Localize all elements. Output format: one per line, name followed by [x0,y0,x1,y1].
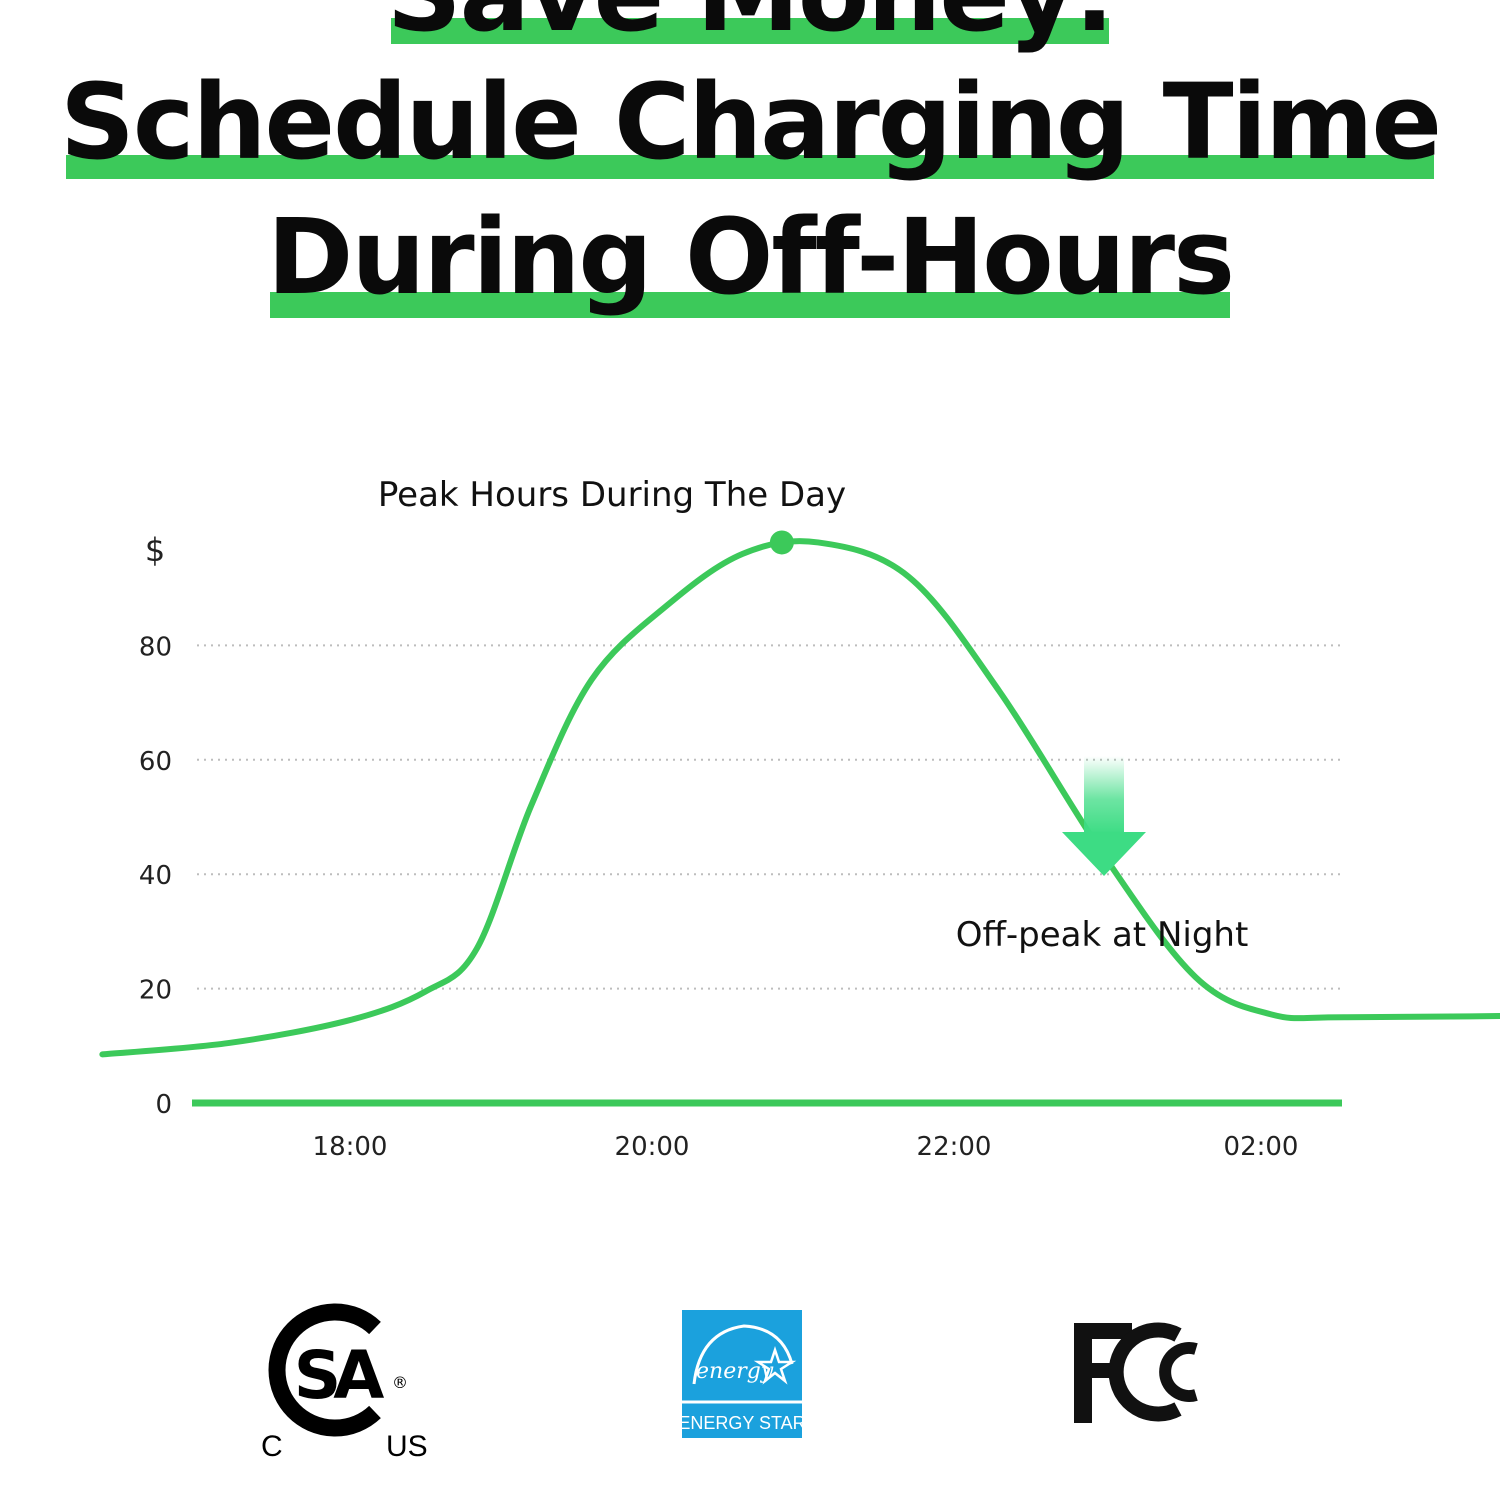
csa-logo-icon: SA ® C US [261,1303,428,1463]
y-tick-label: 40 [139,861,172,891]
headline-line-2: Schedule Charging Time [59,61,1442,183]
headline-line-3: During Off-Hours [267,196,1235,318]
headline-underline-3 [270,292,1230,318]
csa-logo-c: C [261,1430,283,1463]
certification-logos: SA ® C US energy ENERGY STAR [0,1290,1500,1490]
x-tick-label: 22:00 [917,1132,992,1162]
offpeak-annotation: Off-peak at Night [956,915,1249,955]
peak-annotation: Peak Hours During The Day [378,475,846,515]
csa-logo-registered: ® [392,1373,408,1392]
x-tick-label: 20:00 [615,1132,690,1162]
y-axis-label: $ [145,531,165,569]
price-curve [99,538,1500,1058]
csa-logo-us: US [386,1430,428,1463]
y-tick-label: 20 [139,976,172,1006]
x-tick-label: 02:00 [1224,1132,1299,1162]
x-tick-label: 18:00 [313,1132,388,1162]
peak-point [769,530,794,555]
y-tick-label: 0 [155,1090,172,1120]
energy-star-logo-icon: energy ENERGY STAR [682,1310,802,1438]
y-tick-labels: 0 20 40 60 80 [139,632,172,1120]
grid-layer [197,644,1345,990]
x-tick-labels: 18:00 20:00 22:00 02:00 [313,1132,1299,1162]
down-arrow-icon [1062,756,1146,876]
headline-underline-2 [66,155,1434,179]
headline-line-1: Save Money: [387,0,1116,46]
headline-underline-1 [391,18,1109,44]
price-chart: 0 20 40 60 80 $ 18:00 20:00 22:00 02:00 Peak Ho… [99,475,1500,1162]
fcc-logo-icon [1074,1322,1198,1423]
csa-logo-letters: SA [294,1337,385,1414]
y-tick-label: 80 [139,632,172,662]
y-tick-label: 60 [139,747,172,777]
energy-star-label: ENERGY STAR [682,1413,802,1433]
